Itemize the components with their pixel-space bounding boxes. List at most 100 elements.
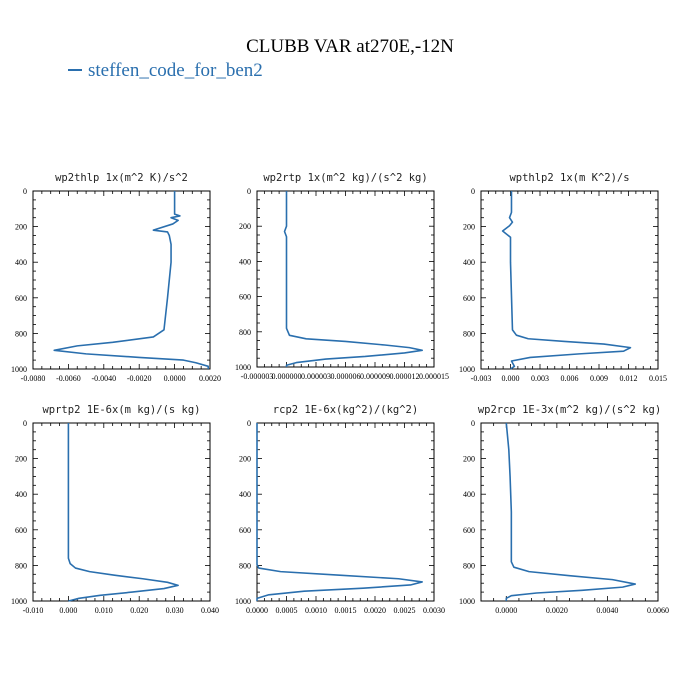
y-tick-label: 600 bbox=[15, 526, 27, 535]
x-tick-label: 0.030 bbox=[166, 606, 184, 615]
x-tick-label: 0.015 bbox=[649, 374, 667, 383]
panel-title: wp2thlp 1x(m^2 K)/s^2 bbox=[55, 172, 188, 184]
y-tick-label: 600 bbox=[239, 293, 251, 302]
plot-panel-3: wpthlp2 1x(m K^2)/s 0 200 400 600 800 1000-0.0… bbox=[459, 172, 667, 383]
series-line bbox=[505, 422, 637, 601]
plot-panel-6: wp2rcp 1E-3x(m^2 kg)/(s^2 kg)0 200 400 600 8… bbox=[459, 404, 669, 615]
y-tick-label: 400 bbox=[15, 258, 27, 267]
y-tick-label: 0 bbox=[247, 187, 251, 196]
y-tick-label: 200 bbox=[239, 222, 251, 231]
y-tick-label: 0 bbox=[23, 419, 27, 428]
x-tick-label: -0.0020 bbox=[127, 374, 152, 383]
y-tick-label: 1000 bbox=[235, 363, 251, 372]
x-tick-label: -0.0040 bbox=[91, 374, 116, 383]
panel-title: wpthlp2 1x(m K^2)/s bbox=[509, 172, 629, 184]
series-line bbox=[256, 423, 424, 601]
y-tick-label: 1000 bbox=[11, 597, 27, 606]
series-line bbox=[501, 191, 632, 370]
y-tick-label: 200 bbox=[15, 223, 27, 232]
x-tick-label: 0.000000 bbox=[272, 372, 302, 381]
x-tick-label: 0.000 bbox=[59, 606, 77, 615]
x-tick-label: -0.0060 bbox=[56, 374, 81, 383]
y-tick-label: 800 bbox=[15, 561, 27, 570]
x-tick-label: 0.000012 bbox=[390, 372, 420, 381]
y-tick-label: 400 bbox=[239, 490, 251, 499]
y-tick-label: 800 bbox=[463, 561, 475, 570]
y-tick-label: 800 bbox=[239, 561, 251, 570]
x-tick-label: 0.000015 bbox=[419, 372, 449, 381]
x-tick-label: 0.0030 bbox=[423, 606, 445, 615]
series-line bbox=[67, 423, 179, 602]
y-tick-label: 0 bbox=[247, 419, 251, 428]
legend-label: steffen_code_for_ben2 bbox=[88, 60, 263, 81]
series-line bbox=[283, 191, 424, 367]
y-tick-label: 600 bbox=[463, 294, 475, 303]
panel-title: wp2rtp 1x(m^2 kg)/(s^2 kg) bbox=[263, 172, 427, 184]
x-tick-label: 0.000003 bbox=[301, 372, 331, 381]
x-tick-label: 0.0025 bbox=[394, 606, 416, 615]
panel-title: wprtp2 1E-6x(m kg)/(s kg) bbox=[42, 404, 200, 416]
plot-panel-1: wp2thlp 1x(m^2 K)/s^202004006008001000-0… bbox=[11, 172, 221, 383]
x-tick-label: 0.010 bbox=[95, 606, 113, 615]
x-tick-label: -0.003 bbox=[471, 374, 492, 383]
y-tick-label: 0 bbox=[471, 187, 475, 196]
y-tick-label: 600 bbox=[239, 526, 251, 535]
y-tick-label: 200 bbox=[239, 455, 251, 464]
plot-frame bbox=[480, 422, 659, 602]
y-tick-label: 200 bbox=[15, 455, 27, 464]
x-tick-label: 0.000 bbox=[502, 374, 520, 383]
y-tick-label: 1000 bbox=[235, 597, 251, 606]
y-tick-label: 800 bbox=[239, 328, 251, 337]
x-tick-label: -0.0080 bbox=[21, 374, 46, 383]
x-tick-label: 0.012 bbox=[620, 374, 638, 383]
x-tick-label: 0.0000 bbox=[164, 374, 186, 383]
legend: steffen_code_for_ben2 bbox=[68, 60, 263, 82]
plot-panel-4: wprtp2 1E-6x(m kg)/(s kg) 0 200 400 600 800 10… bbox=[11, 404, 219, 615]
y-tick-label: 1000 bbox=[459, 365, 475, 374]
plot-panel-5: rcp2 1E-6x(kg^2)/(kg^2) 0 200 400 600 800 1000… bbox=[235, 404, 445, 615]
x-tick-label: 0.0020 bbox=[364, 606, 386, 615]
y-tick-label: 0 bbox=[23, 187, 27, 196]
x-tick-label: 0.000009 bbox=[360, 372, 390, 381]
x-tick-label: 0.0020 bbox=[199, 374, 221, 383]
y-tick-label: 400 bbox=[239, 257, 251, 266]
x-tick-label: 0.000006 bbox=[331, 372, 361, 381]
panel-title: rcp2 1E-6x(kg^2)/(kg^2) bbox=[273, 404, 418, 416]
y-tick-label: 800 bbox=[463, 329, 475, 338]
x-tick-label: 0.0020 bbox=[546, 606, 568, 615]
y-tick-label: 800 bbox=[15, 329, 27, 338]
x-tick-label: 0.0010 bbox=[305, 606, 327, 615]
x-tick-label: 0.009 bbox=[590, 374, 608, 383]
x-tick-label: -0.010 bbox=[23, 606, 44, 615]
x-tick-label: 0.0000 bbox=[246, 606, 268, 615]
x-tick-label: 0.0000 bbox=[495, 606, 517, 615]
x-tick-label: 0.020 bbox=[130, 606, 148, 615]
series-line bbox=[53, 191, 210, 369]
y-tick-label: 1000 bbox=[459, 597, 475, 606]
x-tick-label: 0.0060 bbox=[647, 606, 669, 615]
y-tick-label: 1000 bbox=[11, 365, 27, 374]
plot-frame bbox=[256, 190, 435, 368]
y-tick-label: 400 bbox=[463, 490, 475, 499]
y-tick-label: 0 bbox=[471, 419, 475, 428]
plot-frame bbox=[32, 190, 211, 370]
y-tick-label: 600 bbox=[15, 294, 27, 303]
y-tick-label: 200 bbox=[463, 223, 475, 232]
y-tick-label: 400 bbox=[15, 490, 27, 499]
x-tick-label: 0.0040 bbox=[596, 606, 618, 615]
y-tick-label: 400 bbox=[463, 258, 475, 267]
x-tick-label: 0.003 bbox=[531, 374, 549, 383]
plot-frame bbox=[256, 422, 435, 602]
plot-frame bbox=[32, 422, 211, 602]
x-tick-label: -0.000003 bbox=[241, 372, 274, 381]
x-tick-label: 0.040 bbox=[201, 606, 219, 615]
x-tick-label: 0.0005 bbox=[276, 606, 298, 615]
x-tick-label: 0.006 bbox=[561, 374, 579, 383]
y-tick-label: 600 bbox=[463, 526, 475, 535]
x-tick-label: 0.0015 bbox=[335, 606, 357, 615]
panel-title: wp2rcp 1E-3x(m^2 kg)/(s^2 kg) bbox=[478, 404, 661, 416]
page-title: CLUBB VAR at270E,-12N bbox=[246, 36, 454, 57]
plot-panel-2: wp2rtp 1x(m^2 kg)/(s^2 kg) 0 200 400 600 800 1… bbox=[235, 172, 449, 381]
legend-line-swatch bbox=[68, 68, 82, 71]
